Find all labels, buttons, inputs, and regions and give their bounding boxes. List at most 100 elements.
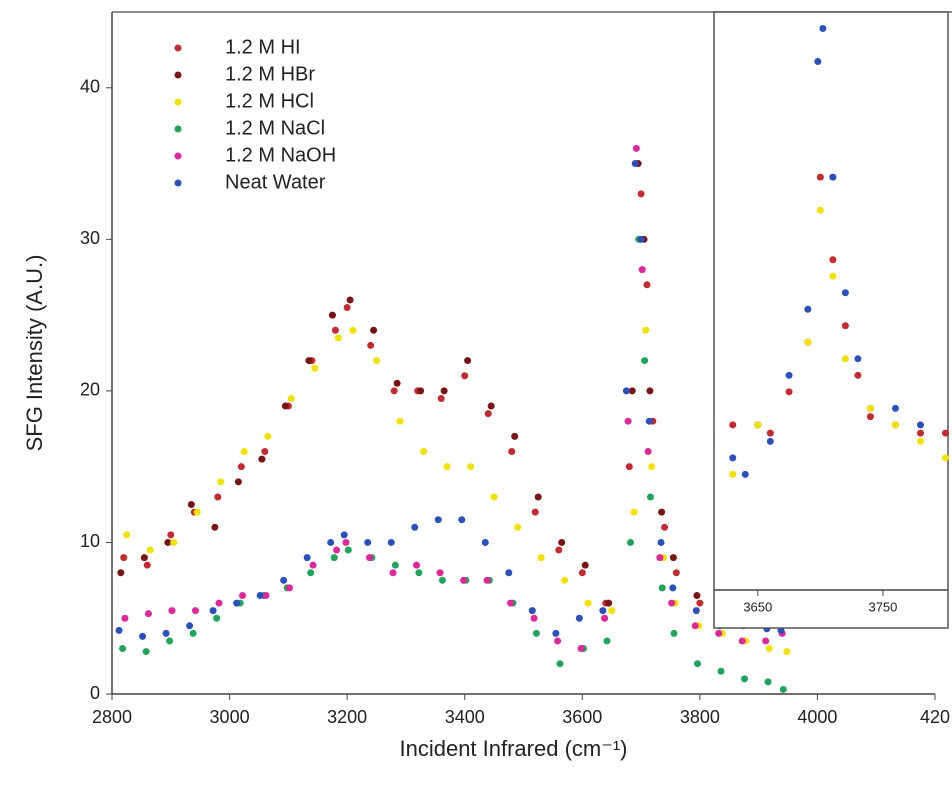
x-tick-label: 4000 (797, 707, 837, 727)
legend-marker (174, 152, 182, 160)
data-point (766, 429, 774, 437)
data-point (916, 429, 924, 437)
data-point (754, 421, 762, 429)
data-point (729, 421, 737, 429)
data-point (234, 478, 242, 486)
legend-label: 1.2 M HI (225, 36, 301, 58)
data-point (342, 538, 350, 546)
legend-marker (174, 98, 182, 106)
data-point (214, 493, 222, 501)
data-point (854, 355, 862, 363)
data-point (167, 531, 175, 539)
data-point (558, 538, 566, 546)
x-tick-label: 3750 (868, 599, 897, 614)
data-point (514, 523, 522, 531)
data-point (785, 371, 793, 379)
data-point (814, 58, 822, 66)
data-point (765, 645, 773, 653)
data-point (346, 296, 354, 304)
data-point (340, 531, 348, 539)
y-tick-label: 30 (80, 228, 100, 248)
data-point (305, 357, 313, 365)
data-point (328, 311, 336, 319)
data-point (309, 561, 317, 569)
data-point (390, 387, 398, 395)
data-point (729, 454, 737, 462)
data-point (841, 355, 849, 363)
data-point (829, 272, 837, 280)
data-point (694, 660, 702, 668)
data-point (481, 538, 489, 546)
data-point (170, 538, 178, 546)
data-point (804, 338, 812, 346)
data-point (941, 454, 949, 462)
x-tick-label: 3400 (445, 707, 485, 727)
legend-marker (174, 125, 182, 133)
data-point (717, 667, 725, 675)
data-point (119, 645, 127, 653)
data-point (741, 470, 749, 478)
data-point (916, 421, 924, 429)
data-point (646, 493, 654, 501)
data-point (556, 660, 564, 668)
data-point (779, 685, 787, 693)
legend-marker (174, 44, 182, 52)
data-point (622, 387, 630, 395)
data-point (657, 538, 665, 546)
data-point (436, 569, 444, 577)
data-point (601, 614, 609, 622)
data-point (670, 629, 678, 637)
data-point (211, 523, 219, 531)
data-point (311, 364, 319, 372)
data-point (391, 561, 399, 569)
data-point (237, 463, 245, 471)
data-point (411, 523, 419, 531)
data-point (186, 622, 194, 630)
legend-marker (174, 71, 182, 79)
data-point (641, 357, 649, 365)
x-tick-label: 3600 (562, 707, 602, 727)
data-point (555, 546, 563, 554)
data-point (140, 554, 148, 562)
data-point (256, 591, 264, 599)
data-point (637, 235, 645, 243)
data-point (628, 387, 636, 395)
x-tick-label: 420 (920, 707, 950, 727)
data-point (785, 388, 793, 396)
data-point (584, 599, 592, 607)
data-point (370, 326, 378, 334)
data-point (643, 281, 651, 289)
data-point (645, 417, 653, 425)
y-tick-label: 0 (90, 683, 100, 703)
data-point (658, 508, 666, 516)
data-point (891, 404, 899, 412)
y-tick-label: 20 (80, 380, 100, 400)
data-point (115, 626, 123, 634)
data-point (511, 432, 519, 440)
legend-label: Neat Water (225, 171, 326, 193)
data-point (528, 607, 536, 615)
data-point (692, 607, 700, 615)
data-point (762, 637, 770, 645)
data-point (387, 538, 395, 546)
data-point (581, 561, 589, 569)
data-point (661, 523, 669, 531)
data-point (280, 576, 288, 584)
data-point (530, 614, 538, 622)
data-point (625, 463, 633, 471)
data-point (691, 622, 699, 630)
data-point (434, 516, 442, 524)
data-point (532, 629, 540, 637)
data-point (146, 546, 154, 554)
data-point (642, 326, 650, 334)
data-point (330, 554, 338, 562)
data-point (829, 173, 837, 181)
data-point (624, 417, 632, 425)
data-point (637, 190, 645, 198)
x-tick-label: 3650 (743, 599, 772, 614)
data-point (658, 584, 666, 592)
data-point (696, 599, 704, 607)
data-point (331, 326, 339, 334)
legend-label: 1.2 M NaOH (225, 144, 336, 166)
data-point (327, 538, 335, 546)
